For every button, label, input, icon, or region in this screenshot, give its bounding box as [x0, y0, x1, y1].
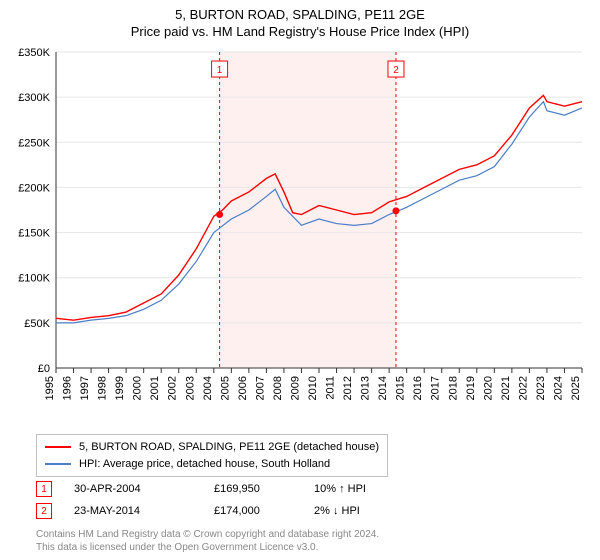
x-tick-label: 2007 [254, 376, 266, 400]
x-tick-label: 2011 [325, 376, 337, 400]
y-tick-label: £100K [18, 273, 50, 285]
x-tick-label: 2021 [500, 376, 512, 400]
legend-row: HPI: Average price, detached house, Sout… [45, 456, 379, 473]
x-tick-label: 2020 [482, 376, 494, 400]
x-tick-label: 1996 [62, 376, 74, 400]
x-tick-label: 2017 [430, 376, 442, 400]
y-tick-label: £350K [18, 47, 50, 59]
x-tick-label: 2002 [167, 376, 179, 400]
x-tick-label: 2014 [377, 376, 389, 400]
y-tick-label: £50K [24, 318, 50, 330]
legend-label: 5, BURTON ROAD, SPALDING, PE11 2GE (deta… [79, 439, 379, 456]
legend-label: HPI: Average price, detached house, Sout… [79, 456, 330, 473]
x-tick-label: 2022 [517, 376, 529, 400]
transaction-date: 23-MAY-2014 [74, 505, 214, 517]
y-tick-label: £200K [18, 182, 50, 194]
shaded-ownership-period [220, 52, 396, 368]
x-tick-label: 2019 [465, 376, 477, 400]
x-tick-label: 2005 [219, 376, 231, 400]
marker-badge-label: 1 [217, 65, 223, 76]
x-tick-label: 1998 [97, 376, 109, 400]
x-tick-label: 2010 [307, 376, 319, 400]
footer-line: This data is licensed under the Open Gov… [36, 541, 379, 554]
x-tick-label: 2012 [342, 376, 354, 400]
price-chart: £0 £50K £100K £150K £200K £250K £300K £350K 1995… [10, 46, 590, 426]
x-tick-label: 2015 [395, 376, 407, 400]
transaction-marker-icon [216, 211, 223, 218]
page-title: 5, BURTON ROAD, SPALDING, PE11 2GE [0, 0, 600, 24]
transaction-hpi-diff: 10% ↑ HPI [314, 483, 434, 495]
marker-badge-label: 2 [393, 65, 399, 76]
x-tick-label: 1997 [79, 376, 91, 400]
page-subtitle: Price paid vs. HM Land Registry's House … [0, 24, 600, 43]
transaction-row: 1 30-APR-2004£169,95010% ↑ HPI [36, 478, 434, 500]
x-tick-label: 2008 [272, 376, 284, 400]
transaction-price: £169,950 [214, 483, 314, 495]
x-tick-label: 2000 [132, 376, 144, 400]
transaction-marker-icon [392, 207, 399, 214]
x-tick-label: 2025 [570, 376, 582, 400]
y-tick-label: £0 [38, 363, 50, 375]
legend-swatch-icon [45, 463, 71, 465]
transaction-hpi-diff: 2% ↓ HPI [314, 505, 434, 517]
x-tick-label: 1999 [114, 376, 126, 400]
x-tick-label: 2016 [412, 376, 424, 400]
y-tick-label: £300K [18, 92, 50, 104]
transaction-badge: 1 [36, 481, 52, 497]
x-tick-label: 2004 [202, 376, 214, 400]
transaction-date: 30-APR-2004 [74, 483, 214, 495]
transaction-badge: 2 [36, 503, 52, 519]
transaction-price: £174,000 [214, 505, 314, 517]
x-tick-label: 1995 [44, 376, 56, 400]
legend: 5, BURTON ROAD, SPALDING, PE11 2GE (deta… [36, 434, 388, 477]
footer-attribution: Contains HM Land Registry data © Crown c… [36, 528, 379, 554]
x-tick-label: 2003 [184, 376, 196, 400]
x-tick-label: 2023 [535, 376, 547, 400]
transaction-row: 2 23-MAY-2014£174,0002% ↓ HPI [36, 500, 434, 522]
footer-line: Contains HM Land Registry data © Crown c… [36, 528, 379, 541]
x-tick-label: 2001 [149, 376, 161, 400]
legend-swatch-icon [45, 446, 71, 448]
x-tick-label: 2024 [552, 376, 564, 400]
x-tick-label: 2013 [360, 376, 372, 400]
y-tick-label: £250K [18, 137, 50, 149]
legend-row: 5, BURTON ROAD, SPALDING, PE11 2GE (deta… [45, 439, 379, 456]
transactions-table: 1 30-APR-2004£169,95010% ↑ HPI 2 23-MAY-201… [36, 478, 434, 522]
x-tick-label: 2009 [289, 376, 301, 400]
y-tick-label: £150K [18, 228, 50, 240]
x-tick-label: 2018 [447, 376, 459, 400]
x-tick-label: 2006 [237, 376, 249, 400]
